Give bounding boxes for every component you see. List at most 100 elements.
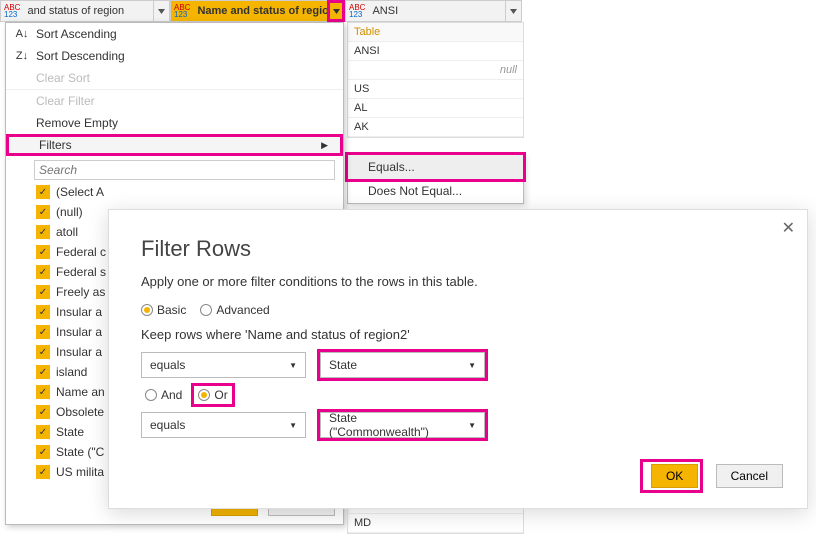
select-value: equals bbox=[150, 358, 185, 372]
operator-select-1[interactable]: equals ▼ bbox=[141, 352, 306, 378]
check-icon: ✓ bbox=[36, 185, 50, 199]
menu-remove-empty[interactable]: Remove Empty bbox=[6, 112, 343, 134]
sort-desc-icon: Z↓ bbox=[12, 48, 32, 64]
list-item[interactable]: AL bbox=[348, 99, 523, 118]
checklist-label: Freely as bbox=[56, 285, 105, 299]
value-select-1[interactable]: State ▼ bbox=[320, 352, 485, 378]
column-dropdown-button[interactable] bbox=[153, 1, 169, 21]
column-header-ansi[interactable]: ABC123 ANSI bbox=[345, 0, 522, 22]
checklist-label: US milita bbox=[56, 465, 104, 479]
check-icon: ✓ bbox=[36, 465, 50, 479]
value-select-2[interactable]: State ("Commonwealth") ▼ bbox=[320, 412, 485, 438]
select-value: State ("Commonwealth") bbox=[329, 411, 460, 439]
checklist-label: Insular a bbox=[56, 305, 102, 319]
column-name: ANSI bbox=[368, 5, 505, 17]
check-icon: ✓ bbox=[36, 425, 50, 439]
checklist-label: (Select A bbox=[56, 185, 104, 199]
check-icon: ✓ bbox=[36, 365, 50, 379]
submenu-label: Equals... bbox=[368, 160, 415, 174]
check-icon: ✓ bbox=[36, 285, 50, 299]
chevron-down-icon: ▼ bbox=[468, 361, 476, 370]
column-header-region[interactable]: ABC123 and status of region bbox=[0, 0, 170, 22]
list-item[interactable]: US bbox=[348, 80, 523, 99]
chevron-down-icon: ▼ bbox=[289, 361, 297, 370]
checklist-label: Federal c bbox=[56, 245, 106, 259]
check-icon: ✓ bbox=[36, 205, 50, 219]
radio-basic[interactable]: Basic bbox=[141, 303, 186, 317]
menu-sort-ascending[interactable]: A↓ Sort Ascending bbox=[6, 23, 343, 45]
sort-asc-icon: A↓ bbox=[12, 26, 32, 42]
radio-dot-icon bbox=[145, 389, 157, 401]
checklist-label: (null) bbox=[56, 205, 83, 219]
chevron-down-icon: ▼ bbox=[289, 421, 297, 430]
list-item[interactable]: ANSI bbox=[348, 42, 523, 61]
checklist-label: Insular a bbox=[56, 325, 102, 339]
and-or-radios: And Or bbox=[145, 386, 775, 404]
check-icon: ✓ bbox=[36, 405, 50, 419]
list-item-null[interactable]: null bbox=[348, 61, 523, 80]
submenu-not-equals[interactable]: Does Not Equal... bbox=[348, 179, 523, 203]
list-item[interactable]: MD bbox=[348, 514, 523, 533]
submenu-label: Does Not Equal... bbox=[368, 184, 462, 198]
radio-dot-icon bbox=[141, 304, 153, 316]
type-icon: ABC123 bbox=[1, 4, 23, 19]
column-dropdown-button[interactable] bbox=[505, 1, 521, 21]
checklist-label: island bbox=[56, 365, 87, 379]
list-item[interactable]: AK bbox=[348, 118, 523, 137]
menu-label: Filters bbox=[39, 138, 72, 152]
check-icon: ✓ bbox=[36, 245, 50, 259]
column-headers: ABC123 and status of region ABC123 Name … bbox=[0, 0, 522, 22]
filter-submenu: Equals... Does Not Equal... bbox=[347, 154, 524, 204]
cancel-button[interactable]: Cancel bbox=[716, 464, 783, 488]
list-header: Table bbox=[348, 23, 523, 42]
checklist-item[interactable]: ✓ (Select A bbox=[36, 182, 343, 202]
check-icon: ✓ bbox=[36, 385, 50, 399]
chevron-down-icon: ▼ bbox=[468, 421, 476, 430]
select-value: equals bbox=[150, 418, 185, 432]
keep-rows-label: Keep rows where 'Name and status of regi… bbox=[141, 327, 775, 342]
column-header-region2[interactable]: ABC123 Name and status of region2 bbox=[170, 0, 345, 22]
chevron-right-icon: ▶ bbox=[321, 140, 328, 151]
search-input[interactable] bbox=[34, 160, 335, 180]
menu-label: Clear Filter bbox=[36, 94, 95, 108]
filter-row-2: equals ▼ State ("Commonwealth") ▼ bbox=[141, 412, 775, 438]
column-name: and status of region bbox=[23, 5, 153, 17]
radio-or[interactable]: Or bbox=[198, 388, 227, 402]
checklist-label: Name an bbox=[56, 385, 105, 399]
menu-clear-sort: Clear Sort bbox=[6, 67, 343, 89]
ok-button[interactable]: OK bbox=[651, 464, 698, 488]
filter-search bbox=[34, 160, 335, 180]
column-name: Name and status of region2 bbox=[193, 5, 328, 17]
radio-and[interactable]: And bbox=[145, 386, 182, 404]
ansi-value-list: Table ANSI null US AL AK bbox=[347, 22, 524, 138]
menu-sort-descending[interactable]: Z↓ Sort Descending bbox=[6, 45, 343, 67]
menu-label: Clear Sort bbox=[36, 71, 90, 85]
menu-label: Sort Ascending bbox=[36, 27, 117, 41]
close-icon[interactable]: ✕ bbox=[782, 218, 795, 238]
menu-filters[interactable]: Filters ▶ bbox=[6, 134, 343, 156]
submenu-equals[interactable]: Equals... bbox=[348, 155, 523, 179]
dialog-subtitle: Apply one or more filter conditions to t… bbox=[141, 274, 775, 289]
checklist-label: Federal s bbox=[56, 265, 106, 279]
check-icon: ✓ bbox=[36, 305, 50, 319]
mode-radios: Basic Advanced bbox=[141, 303, 775, 317]
checklist-label: atoll bbox=[56, 225, 78, 239]
radio-advanced[interactable]: Advanced bbox=[200, 303, 269, 317]
checklist-label: State ("C bbox=[56, 445, 104, 459]
check-icon: ✓ bbox=[36, 345, 50, 359]
filter-rows-dialog: ✕ Filter Rows Apply one or more filter c… bbox=[108, 209, 808, 509]
radio-label: Or bbox=[214, 388, 227, 402]
type-icon: ABC123 bbox=[171, 4, 193, 19]
radio-label: Advanced bbox=[216, 303, 269, 317]
select-value: State bbox=[329, 358, 357, 372]
menu-clear-filter: Clear Filter bbox=[6, 90, 343, 112]
check-icon: ✓ bbox=[36, 445, 50, 459]
radio-dot-icon bbox=[198, 389, 210, 401]
check-icon: ✓ bbox=[36, 225, 50, 239]
radio-dot-icon bbox=[200, 304, 212, 316]
operator-select-2[interactable]: equals ▼ bbox=[141, 412, 306, 438]
check-icon: ✓ bbox=[36, 265, 50, 279]
radio-label: And bbox=[161, 388, 182, 402]
column-dropdown-button[interactable] bbox=[328, 1, 344, 21]
check-icon: ✓ bbox=[36, 325, 50, 339]
